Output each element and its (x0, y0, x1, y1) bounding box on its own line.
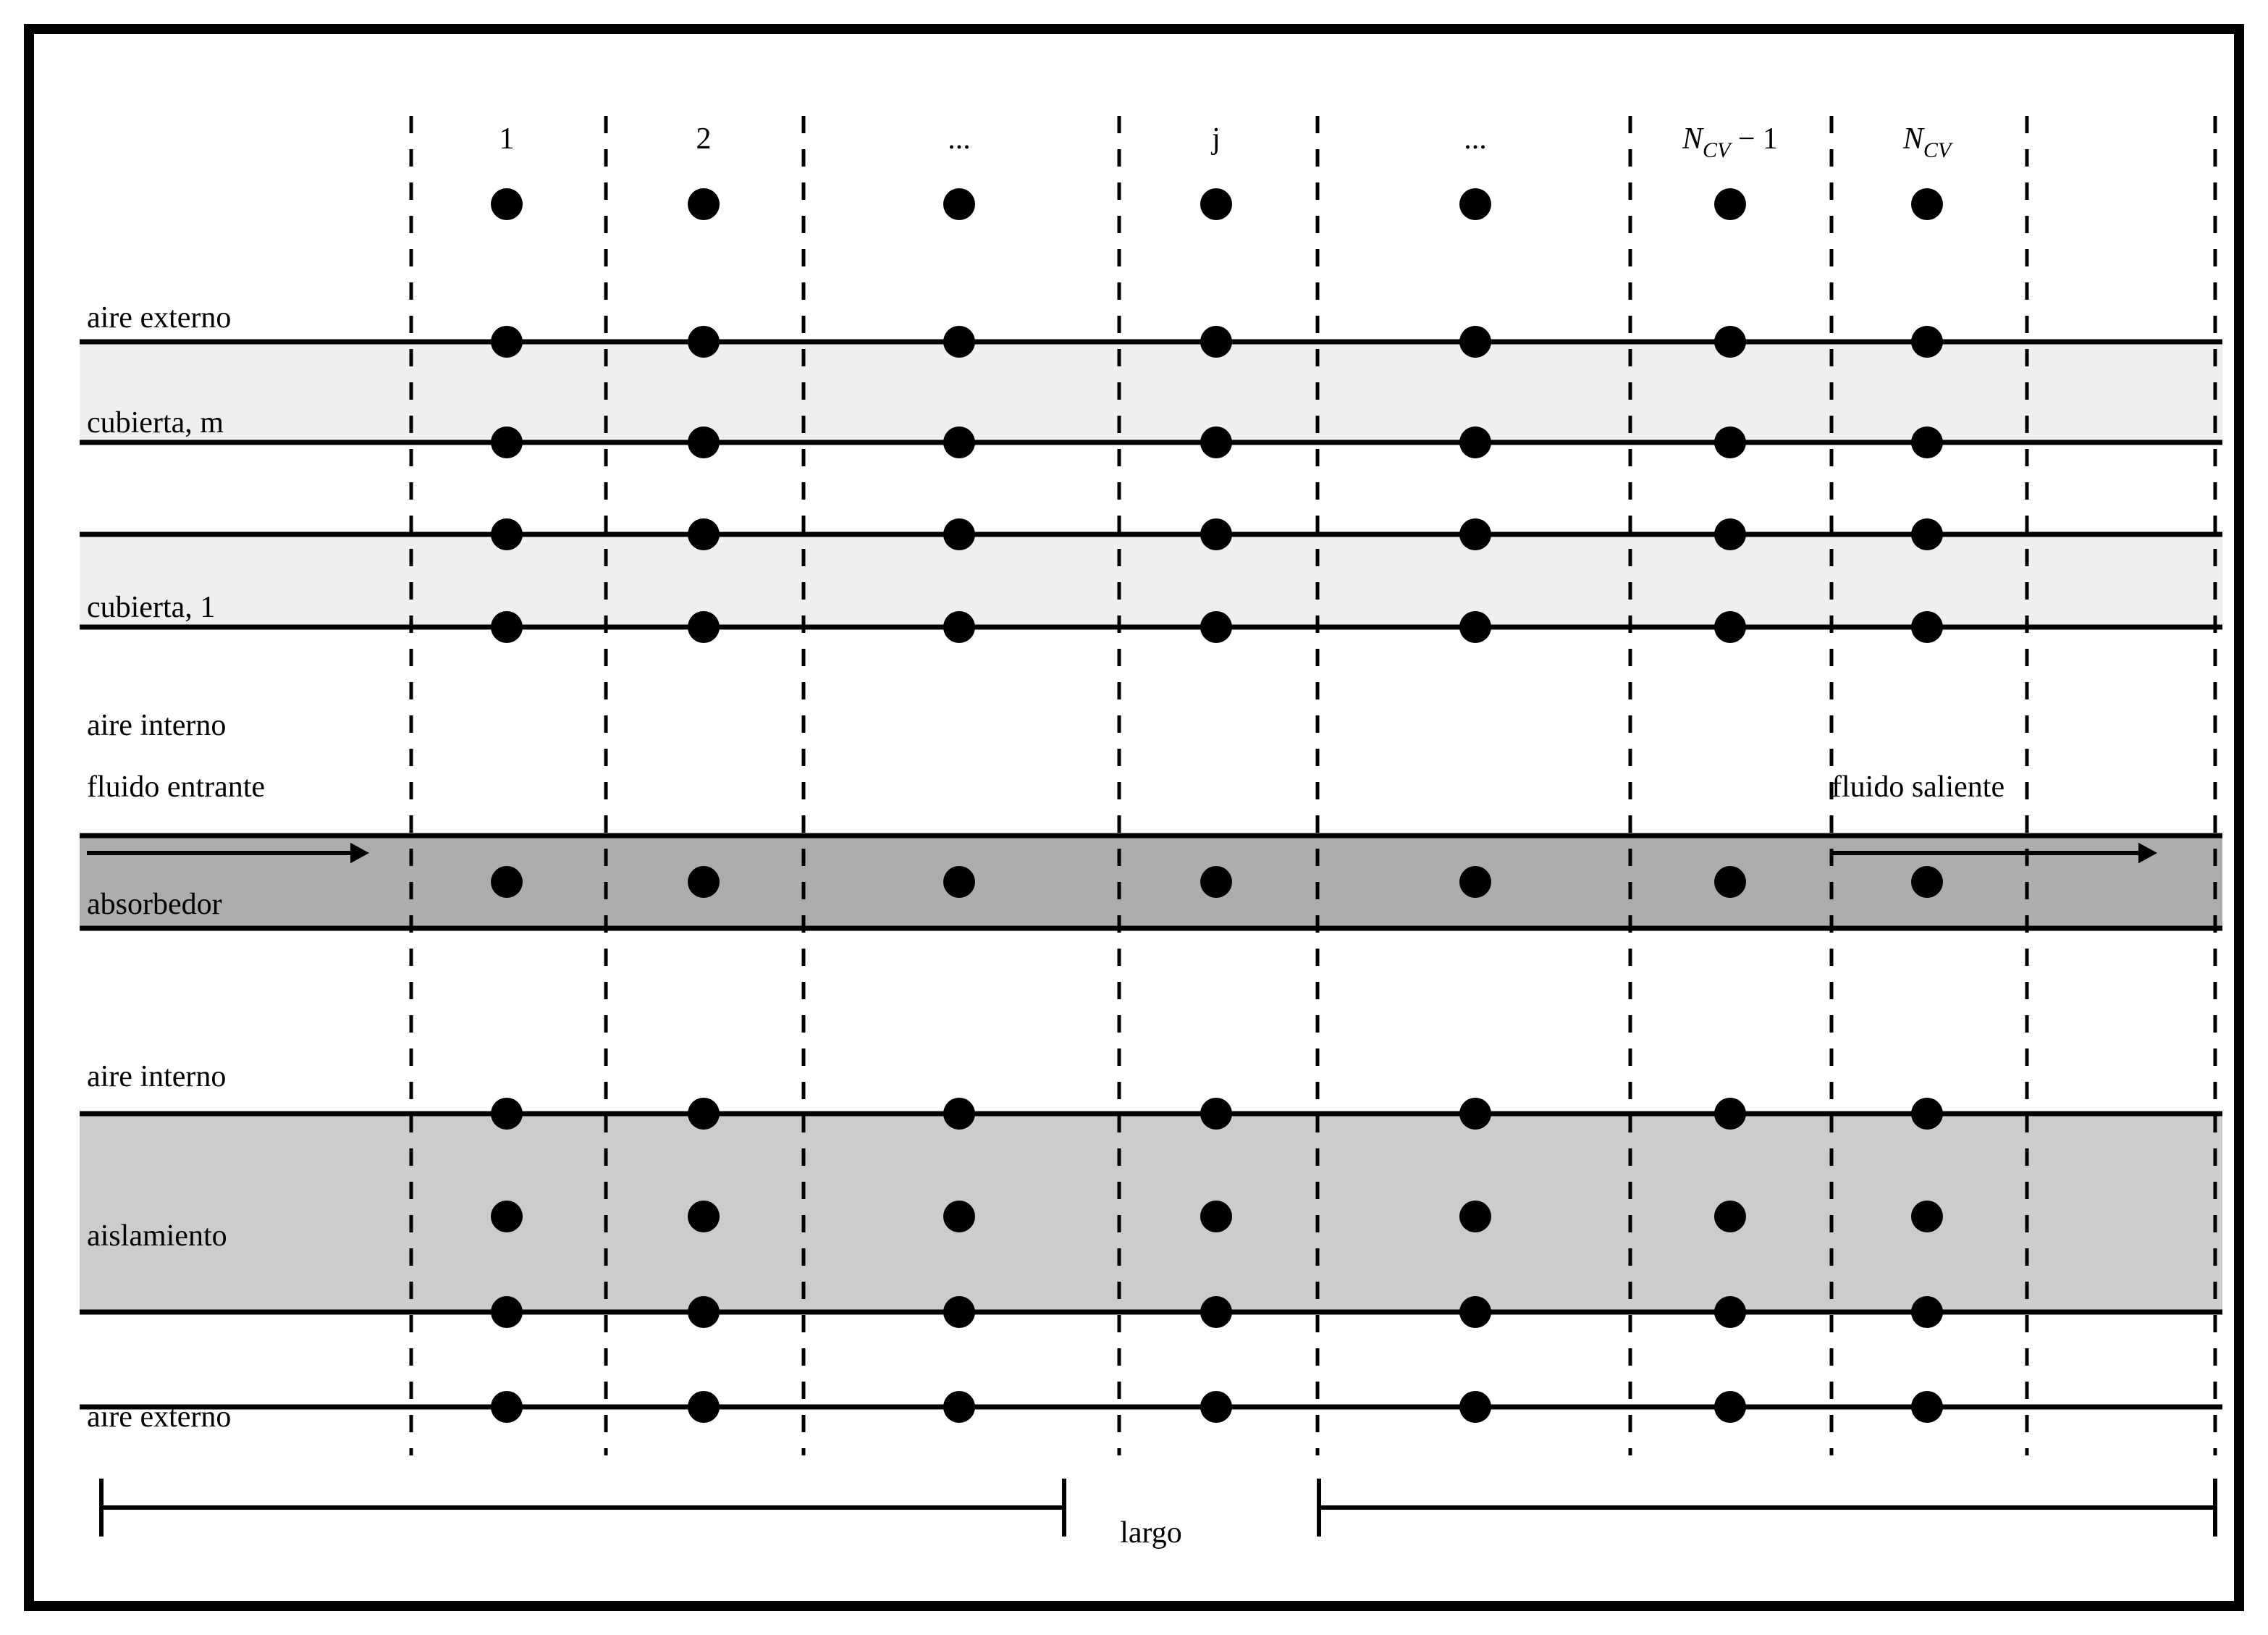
node-dot (491, 1391, 523, 1423)
label-aire-interno-top: aire interno (87, 709, 226, 742)
node-dot (1911, 188, 1943, 220)
node-dot (1200, 1098, 1232, 1130)
node-dot (1200, 1391, 1232, 1423)
node-dot (491, 518, 523, 550)
node-dot (1714, 188, 1746, 220)
node-dot (491, 188, 523, 220)
node-dot (1459, 866, 1491, 898)
node-dot (1200, 866, 1232, 898)
label-largo: largo (1120, 1516, 1182, 1550)
node-dot (1714, 1098, 1746, 1130)
node-dot (1459, 1296, 1491, 1328)
node-dot (1459, 1098, 1491, 1130)
node-dot (943, 866, 975, 898)
node-dot (1911, 518, 1943, 550)
node-dot (688, 188, 720, 220)
label-cubierta-m: cubierta, m (87, 406, 224, 440)
node-dot (1714, 326, 1746, 358)
node-dot (491, 326, 523, 358)
node-dot (688, 1391, 720, 1423)
node-dot (943, 518, 975, 550)
node-dot (491, 1098, 523, 1130)
label-absorbedor: absorbedor (87, 888, 222, 921)
diagram: 1 2... j... NCV − 1 NCV aire externo cubierta,… (0, 0, 2268, 1635)
node-dot (688, 426, 720, 458)
node-dot (688, 1098, 720, 1130)
node-dot (1200, 611, 1232, 643)
outer-border (29, 29, 2239, 1606)
node-dot (1459, 611, 1491, 643)
column-header: j (1210, 122, 1221, 156)
column-header: 1 (499, 122, 515, 156)
node-dot (1714, 866, 1746, 898)
label-aire-interno-bottom: aire interno (87, 1060, 226, 1093)
node-dot (1911, 1201, 1943, 1232)
column-header: NCV (1902, 122, 1954, 162)
node-dot (943, 326, 975, 358)
node-dot (1459, 518, 1491, 550)
node-dot (1714, 1391, 1746, 1423)
node-dot (1714, 1296, 1746, 1328)
node-dot (1459, 1201, 1491, 1232)
label-fluido-entrante: fluido entrante (87, 770, 265, 804)
node-dot (1911, 611, 1943, 643)
node-dot (1714, 611, 1746, 643)
band-cover_m (80, 342, 2222, 442)
node-dot (1200, 426, 1232, 458)
node-dot (1911, 1098, 1943, 1130)
node-dot (1911, 866, 1943, 898)
node-dot (688, 611, 720, 643)
node-dot (943, 1201, 975, 1232)
band-insulation (80, 1114, 2222, 1312)
node-dot (688, 866, 720, 898)
node-dot (688, 1201, 720, 1232)
label-fluido-saliente: fluido saliente (1831, 770, 2004, 804)
column-header: ... (948, 122, 971, 156)
column-header: NCV − 1 (1682, 122, 1778, 162)
node-dot (491, 426, 523, 458)
node-dot (1714, 1201, 1746, 1232)
label-cubierta-1: cubierta, 1 (87, 591, 215, 624)
node-dot (1911, 1391, 1943, 1423)
label-aire-externo-bottom: aire externo (87, 1400, 231, 1434)
node-dot (1714, 426, 1746, 458)
node-dot (688, 518, 720, 550)
node-dot (1911, 426, 1943, 458)
node-dot (688, 326, 720, 358)
label-aislamiento: aislamiento (87, 1219, 227, 1253)
node-dot (1200, 326, 1232, 358)
node-dot (1200, 188, 1232, 220)
node-dot (491, 1296, 523, 1328)
node-dot (1911, 326, 1943, 358)
node-dot (1200, 518, 1232, 550)
column-header: 2 (696, 122, 712, 156)
node-dot (1459, 426, 1491, 458)
node-dot (943, 1296, 975, 1328)
node-dot (491, 866, 523, 898)
column-header: ... (1464, 122, 1487, 156)
label-aire-externo-top: aire externo (87, 301, 231, 335)
node-dot (1714, 518, 1746, 550)
node-dot (1459, 188, 1491, 220)
band-absorber (80, 836, 2222, 928)
node-dot (688, 1296, 720, 1328)
node-dot (943, 426, 975, 458)
node-dot (491, 611, 523, 643)
node-dot (1200, 1296, 1232, 1328)
node-dot (1459, 1391, 1491, 1423)
node-dot (943, 1391, 975, 1423)
band-cover_1 (80, 534, 2222, 627)
node-dot (491, 1201, 523, 1232)
node-dot (1911, 1296, 1943, 1328)
node-dot (943, 1098, 975, 1130)
node-dot (943, 188, 975, 220)
node-dot (1459, 326, 1491, 358)
node-dot (1200, 1201, 1232, 1232)
node-dot (943, 611, 975, 643)
